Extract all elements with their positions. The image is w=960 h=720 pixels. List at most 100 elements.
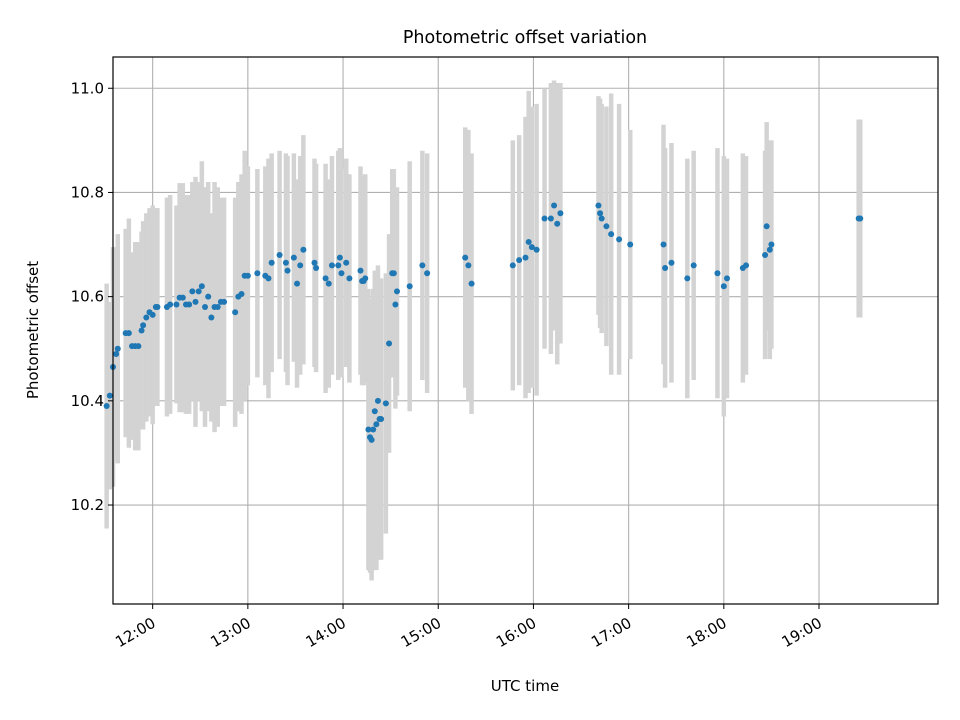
data-point [392,301,399,308]
data-point [378,416,385,423]
data-point [244,272,251,279]
data-point [465,262,472,269]
data-point [662,264,669,271]
data-point [763,223,770,230]
data-point [551,202,558,209]
data-point [282,259,289,266]
data-point [313,264,320,271]
data-point [660,241,667,248]
data-point [311,259,318,266]
y-tick-label: 10.4 [71,392,104,410]
data-point [338,270,345,277]
data-point [346,275,353,282]
data-point [173,301,180,308]
plot-frame [112,56,939,605]
data-point [232,309,239,316]
data-point [328,262,335,269]
data-point [297,262,304,269]
data-point [103,403,110,410]
data-point [386,340,393,347]
data-point [690,262,697,269]
data-point [300,246,307,253]
data-point [627,241,634,248]
data-point [743,262,750,269]
data-point [189,288,196,295]
data-point [192,298,199,305]
data-point [419,262,426,269]
data-point [154,304,161,311]
y-tick-label: 10.6 [71,288,104,306]
data-point [143,314,150,321]
data-point [214,304,221,311]
data-point [370,426,377,433]
y-tick-label: 10.2 [71,496,104,514]
data-point [541,215,548,222]
data-point [462,254,469,261]
data-point [509,262,516,269]
data-point [374,397,381,404]
data-point [528,244,535,251]
data-point [322,275,329,282]
data-point [390,270,397,277]
data-point [597,210,604,217]
data-point [195,288,202,295]
data-point [522,254,529,261]
data-point [762,251,769,258]
data-point [135,343,142,350]
data-point [603,223,610,230]
y-tick-label: 11.0 [71,79,104,97]
data-point [525,238,532,245]
data-point [106,392,113,399]
data-point [554,220,561,227]
data-point [595,202,602,209]
data-point [714,270,721,277]
x-axis-label: UTC time [491,677,559,695]
data-point [468,280,475,287]
y-tick-label: 10.8 [71,183,104,201]
data-point [393,288,400,295]
data-point [598,215,605,222]
data-point [290,254,297,261]
data-point [684,275,691,282]
data-point [723,275,730,282]
data-point [533,246,540,253]
data-point [186,301,193,308]
data-point [167,301,174,308]
data-point [125,330,132,337]
data-point [265,275,272,282]
data-point [202,304,209,311]
y-axis-label: Photometric offset [24,261,42,399]
data-point [325,280,332,287]
data-point [238,291,245,298]
data-point [720,283,727,290]
data-point [276,251,283,258]
data-point [557,210,564,217]
data-point [113,350,120,357]
data-point [205,293,212,300]
data-point [516,257,523,264]
data-point [138,327,145,334]
data-point [371,408,378,415]
data-point [362,275,369,282]
data-point [221,298,228,305]
data-point [766,246,773,253]
data-point [294,280,301,287]
data-point [768,241,775,248]
data-point [343,259,350,266]
data-point [254,270,261,277]
data-point [857,215,864,222]
data-point [547,215,554,222]
data-point [336,254,343,261]
data-point [373,421,380,428]
data-point [149,311,156,318]
chart-title: Photometric offset variation [403,28,647,48]
y-axis-ticks: 10.2 10.4 10.6 10.8 11.0 [71,79,113,514]
data-point [357,267,364,274]
data-point [179,294,186,301]
data-point [365,426,372,433]
data-point [406,283,413,290]
data-point [284,267,291,274]
data-point [424,270,431,277]
data-point [368,436,375,443]
